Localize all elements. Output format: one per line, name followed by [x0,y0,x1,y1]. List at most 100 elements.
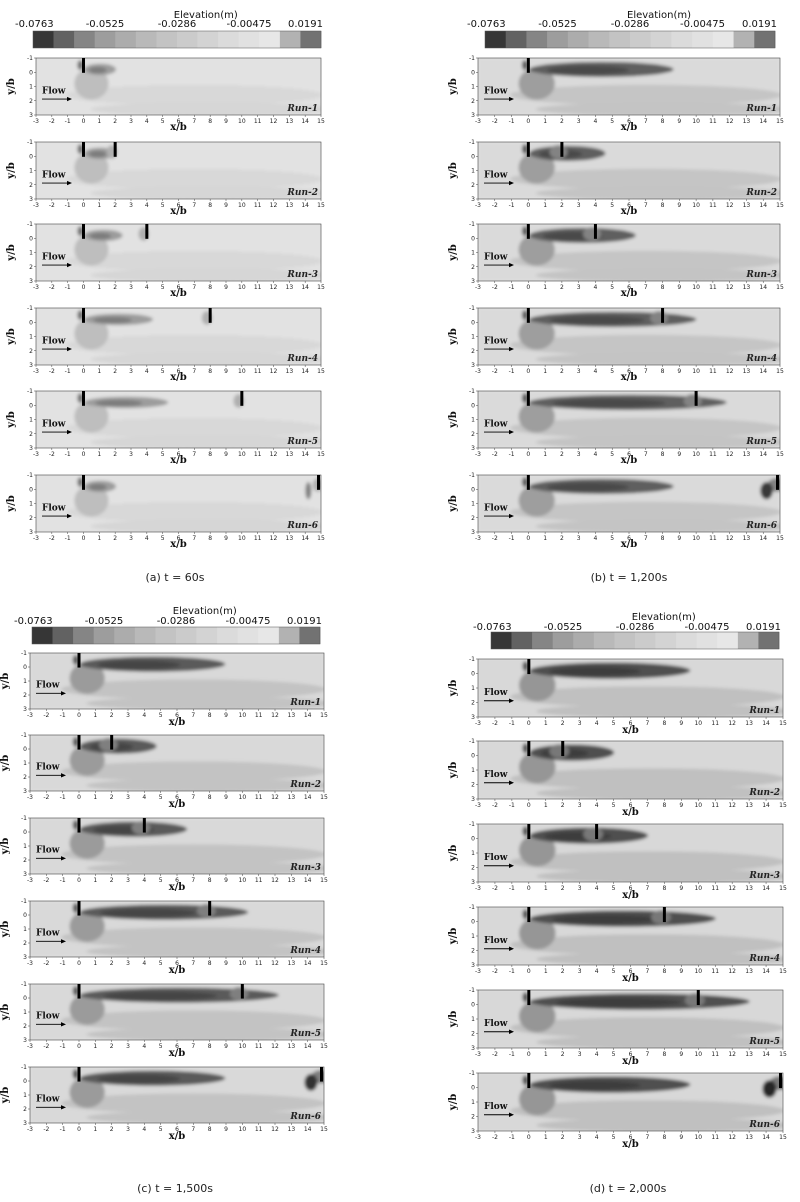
y-tick-label: 0 [29,486,33,493]
run-label: Run-2 [745,188,777,198]
y-axis-label: y/b [448,411,459,428]
x-tick-label: 5 [159,877,163,884]
x-tick-label: 9 [224,1043,228,1050]
y-tick-label: 1 [29,168,33,175]
colorbar-swatch [671,31,693,48]
colorbar-swatch [115,31,137,48]
x-tick-label: 1 [543,368,547,375]
plot-run-3: -3 -2 -1 0 1 2 3 4 5 6 7 8 9 10 11 12 13 14 15-10123x/by/b… [448,221,784,299]
x-axis-label: x/b [622,1139,639,1150]
y-tick-label: -1 [21,732,27,739]
x-tick-label: 9 [677,284,681,291]
y-axis-label: y/b [448,1094,459,1111]
groyne-2 [113,142,117,157]
panel-caption: (d) t = 2,000s [590,1182,667,1195]
shear-band [66,501,321,523]
end-scour [760,482,773,500]
head-scour [522,992,529,1003]
x-tick-label: 14 [762,968,770,975]
x-tick-label: 7 [192,535,196,542]
x-tick-label: -3 [33,202,39,209]
colorbar-swatch [73,627,95,644]
x-tick-label: 5 [610,202,614,209]
y-tick-label: 3 [471,196,475,203]
plot-run-1: -3 -2 -1 0 1 2 3 4 5 6 7 8 9 10 11 12 13 14 15-10123x/by/b… [448,656,787,736]
x-tick-label: 11 [254,202,262,209]
x-tick-label: 5 [610,535,614,542]
x-tick-label: 1 [544,720,548,727]
x-tick-label: 13 [745,1051,753,1058]
x-tick-label: 7 [646,1051,650,1058]
x-tick-label: 14 [301,368,309,375]
tip-zone [69,1076,105,1108]
scour-core [103,991,217,1001]
x-tick-label: 12 [270,451,278,458]
x-tick-label: -1 [509,802,515,809]
flow-arrow-head [509,1029,514,1034]
x-tick-label: 7 [192,451,196,458]
x-tick-label: 12 [270,535,278,542]
x-tick-label: 5 [161,284,165,291]
y-tick-label: 0 [23,995,27,1002]
x-tick-label: 5 [159,1126,163,1133]
x-tick-label: 14 [759,202,767,209]
x-tick-label: -1 [60,794,66,801]
x-tick-label: 5 [161,368,165,375]
tip-zone [69,827,105,859]
x-tick-label: 13 [745,802,753,809]
x-tick-label: 5 [612,1134,616,1141]
groyne-1 [526,308,530,323]
x-tick-label: 15 [320,960,328,967]
x-tick-label: 4 [142,1043,146,1050]
lower-band [535,186,780,199]
y-tick-label: 0 [29,402,33,409]
colorbar-tick-label: -0.00475 [227,19,272,30]
colorbar-swatch [197,31,219,48]
x-tick-label: 6 [177,118,181,125]
x-tick-label: 10 [238,118,246,125]
x-tick-label: 6 [629,1051,633,1058]
x-tick-label: 11 [711,802,719,809]
x-tick-label: 0 [526,284,530,291]
x-tick-label: 5 [161,202,165,209]
tip-zone [518,317,555,350]
y-tick-label: 0 [471,153,475,160]
run-label: Run-1 [748,706,780,716]
x-tick-label: 15 [779,720,787,727]
run-label: Run-4 [286,354,318,364]
colorbar-title: Elevation(m) [632,612,696,623]
flow-label: Flow [484,1019,508,1029]
x-tick-label: 11 [255,1043,263,1050]
y-tick-label: 0 [23,829,27,836]
x-tick-label: -2 [492,720,498,727]
x-tick-label: 4 [595,1134,599,1141]
head-scour [77,144,84,155]
x-tick-label: 15 [776,284,784,291]
flow-arrow-head [61,856,66,861]
x-tick-label: 13 [288,1126,296,1133]
x-tick-label: 1 [97,451,101,458]
second-groyne-zone [229,987,249,1001]
head-scour [522,1075,529,1086]
x-tick-label: 2 [560,451,564,458]
x-tick-label: 8 [208,794,212,801]
y-tick-label: 0 [471,235,475,242]
x-tick-label: 12 [728,720,736,727]
x-axis-label: x/b [170,122,187,133]
x-tick-label: 0 [82,284,86,291]
x-tick-label: -1 [509,720,515,727]
x-tick-label: 13 [745,885,753,892]
x-tick-label: 2 [110,1043,114,1050]
x-tick-label: 3 [126,794,130,801]
plot-run-3: -3 -2 -1 0 1 2 3 4 5 6 7 8 9 10 11 12 13 14 15-10123x/by/b… [0,815,328,893]
contour-field [36,475,321,532]
x-tick-label: 12 [728,1051,736,1058]
colorbar-swatch [737,632,759,649]
lower-band [86,861,324,874]
y-tick-label: -1 [469,656,475,663]
colorbar-swatch [258,627,280,644]
lower-band [536,1035,783,1048]
x-tick-label: 10 [238,368,246,375]
y-tick-label: 2 [29,431,33,438]
x-tick-label: 2 [113,535,117,542]
